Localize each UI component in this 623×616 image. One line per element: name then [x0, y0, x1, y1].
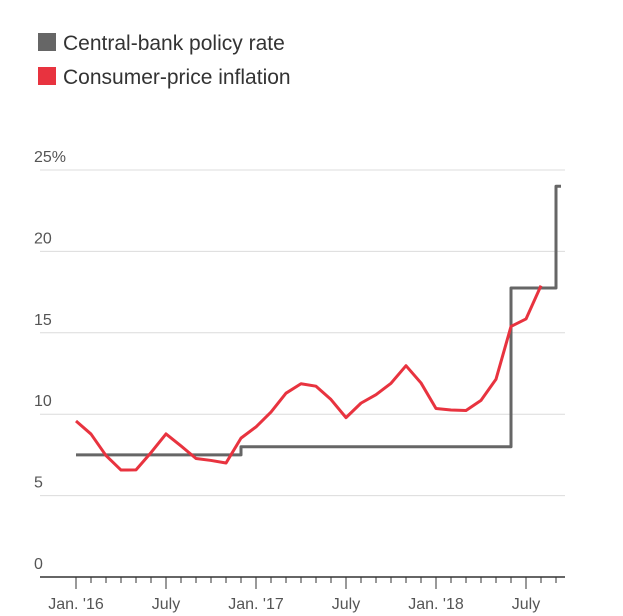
x-tick-label: July — [152, 596, 180, 613]
y-tick-label: 20 — [34, 230, 52, 247]
legend-swatch — [38, 33, 56, 51]
x-tick-label: Jan. '16 — [48, 596, 104, 613]
x-tick-label: Jan. '17 — [228, 596, 284, 613]
series-line — [76, 184, 561, 457]
x-tick-label: July — [332, 596, 360, 613]
x-tick-label: July — [512, 596, 540, 613]
y-tick-label: 10 — [34, 393, 52, 410]
y-tick-label: 25% — [34, 149, 66, 166]
series-line — [75, 284, 543, 472]
y-tick-label: 15 — [34, 312, 52, 329]
y-tick-label: 0 — [34, 556, 43, 573]
legend-label: Central-bank policy rate — [63, 32, 285, 55]
x-tick-label: Jan. '18 — [408, 596, 464, 613]
legend-swatch — [38, 67, 56, 85]
legend-label: Consumer-price inflation — [63, 66, 291, 89]
y-tick-label: 5 — [34, 475, 43, 492]
